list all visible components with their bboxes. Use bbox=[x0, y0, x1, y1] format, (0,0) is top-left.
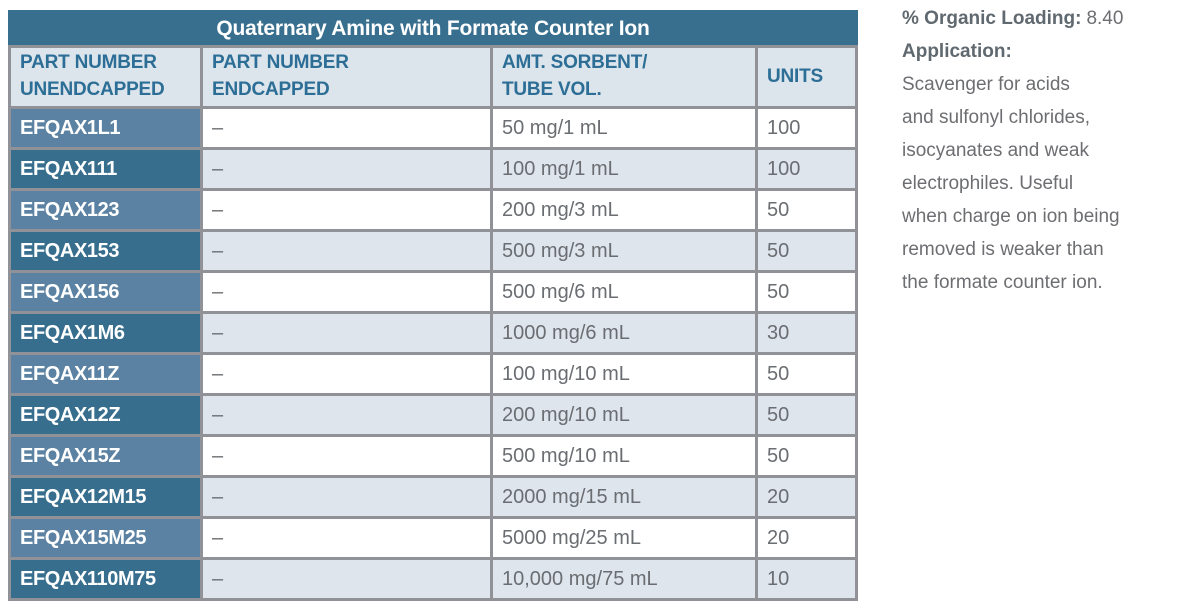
table-row: EFQAX111 – 100 mg/1 mL 100 bbox=[8, 147, 858, 191]
organic-loading-value: 8.40 bbox=[1086, 8, 1124, 29]
units-cell: 100 bbox=[755, 147, 858, 191]
table-header-row: PART NUMBER UNENDCAPPED PART NUMBER ENDC… bbox=[8, 45, 858, 109]
amount-sorbent-cell: 50 mg/1 mL bbox=[490, 106, 758, 150]
part-number-endcapped-cell: – bbox=[200, 270, 493, 314]
part-number-unendcapped-cell: EFQAX12Z bbox=[8, 393, 203, 437]
part-number-unendcapped-cell: EFQAX15M25 bbox=[8, 516, 203, 560]
units-cell: 10 bbox=[755, 557, 858, 601]
amount-sorbent-cell: 5000 mg/25 mL bbox=[490, 516, 758, 560]
table-row: EFQAX12M15 – 2000 mg/15 mL 20 bbox=[8, 475, 858, 519]
units-cell: 50 bbox=[755, 434, 858, 478]
part-number-unendcapped-cell: EFQAX156 bbox=[8, 270, 203, 314]
table-row: EFQAX1M6 – 1000 mg/6 mL 30 bbox=[8, 311, 858, 355]
part-number-unendcapped-cell: EFQAX1L1 bbox=[8, 106, 203, 150]
part-number-endcapped-cell: – bbox=[200, 352, 493, 396]
application-label-line: Application: bbox=[902, 35, 1176, 68]
part-number-endcapped-cell: – bbox=[200, 475, 493, 519]
column-header-units: UNITS bbox=[755, 45, 858, 109]
product-table-section: Quaternary Amine with Formate Counter Io… bbox=[8, 10, 858, 601]
table-row: EFQAX15M25 – 5000 mg/25 mL 20 bbox=[8, 516, 858, 560]
part-number-endcapped-cell: – bbox=[200, 393, 493, 437]
part-number-endcapped-cell: – bbox=[200, 311, 493, 355]
units-cell: 50 bbox=[755, 352, 858, 396]
part-number-endcapped-cell: – bbox=[200, 557, 493, 601]
table-row: EFQAX15Z – 500 mg/10 mL 50 bbox=[8, 434, 858, 478]
part-number-unendcapped-cell: EFQAX153 bbox=[8, 229, 203, 273]
units-cell: 50 bbox=[755, 188, 858, 232]
application-label: Application: bbox=[902, 41, 1012, 62]
amount-sorbent-cell: 500 mg/10 mL bbox=[490, 434, 758, 478]
table-row: EFQAX156 – 500 mg/6 mL 50 bbox=[8, 270, 858, 314]
part-number-unendcapped-cell: EFQAX1M6 bbox=[8, 311, 203, 355]
table-row: EFQAX123 – 200 mg/3 mL 50 bbox=[8, 188, 858, 232]
table-row: EFQAX11Z – 100 mg/10 mL 50 bbox=[8, 352, 858, 396]
units-cell: 30 bbox=[755, 311, 858, 355]
amount-sorbent-cell: 100 mg/10 mL bbox=[490, 352, 758, 396]
table-row: EFQAX153 – 500 mg/3 mL 50 bbox=[8, 229, 858, 273]
column-header-part-number-endcapped: PART NUMBER ENDCAPPED bbox=[200, 45, 493, 109]
column-header-part-number-unendcapped: PART NUMBER UNENDCAPPED bbox=[8, 45, 203, 109]
amount-sorbent-cell: 2000 mg/15 mL bbox=[490, 475, 758, 519]
table-title: Quaternary Amine with Formate Counter Io… bbox=[8, 10, 858, 48]
part-number-endcapped-cell: – bbox=[200, 516, 493, 560]
table-row: EFQAX1L1 – 50 mg/1 mL 100 bbox=[8, 106, 858, 150]
application-text: Scavenger for acids and sulfonyl chlorid… bbox=[902, 74, 1120, 293]
amount-sorbent-cell: 1000 mg/6 mL bbox=[490, 311, 758, 355]
units-cell: 100 bbox=[755, 106, 858, 150]
units-cell: 20 bbox=[755, 516, 858, 560]
amount-sorbent-cell: 500 mg/3 mL bbox=[490, 229, 758, 273]
part-number-unendcapped-cell: EFQAX123 bbox=[8, 188, 203, 232]
part-number-endcapped-cell: – bbox=[200, 188, 493, 232]
column-header-amt-sorbent-tube-vol: AMT. SORBENT/ TUBE VOL. bbox=[490, 45, 758, 109]
amount-sorbent-cell: 200 mg/10 mL bbox=[490, 393, 758, 437]
units-cell: 50 bbox=[755, 229, 858, 273]
product-table: Quaternary Amine with Formate Counter Io… bbox=[8, 10, 858, 601]
part-number-unendcapped-cell: EFQAX11Z bbox=[8, 352, 203, 396]
units-cell: 20 bbox=[755, 475, 858, 519]
table-row: EFQAX110M75 – 10,000 mg/75 mL 10 bbox=[8, 557, 858, 601]
amount-sorbent-cell: 100 mg/1 mL bbox=[490, 147, 758, 191]
organic-loading-line: % Organic Loading: 8.40 bbox=[902, 2, 1176, 35]
amount-sorbent-cell: 200 mg/3 mL bbox=[490, 188, 758, 232]
table-row: EFQAX12Z – 200 mg/10 mL 50 bbox=[8, 393, 858, 437]
part-number-endcapped-cell: – bbox=[200, 229, 493, 273]
side-panel: % Organic Loading: 8.40 Application: Scav… bbox=[902, 2, 1176, 299]
table-title-row: Quaternary Amine with Formate Counter Io… bbox=[8, 10, 858, 48]
part-number-endcapped-cell: – bbox=[200, 434, 493, 478]
part-number-endcapped-cell: – bbox=[200, 106, 493, 150]
amount-sorbent-cell: 500 mg/6 mL bbox=[490, 270, 758, 314]
part-number-unendcapped-cell: EFQAX12M15 bbox=[8, 475, 203, 519]
units-cell: 50 bbox=[755, 393, 858, 437]
part-number-endcapped-cell: – bbox=[200, 147, 493, 191]
organic-loading-label: % Organic Loading: bbox=[902, 8, 1082, 29]
amount-sorbent-cell: 10,000 mg/75 mL bbox=[490, 557, 758, 601]
part-number-unendcapped-cell: EFQAX111 bbox=[8, 147, 203, 191]
part-number-unendcapped-cell: EFQAX15Z bbox=[8, 434, 203, 478]
units-cell: 50 bbox=[755, 270, 858, 314]
part-number-unendcapped-cell: EFQAX110M75 bbox=[8, 557, 203, 601]
